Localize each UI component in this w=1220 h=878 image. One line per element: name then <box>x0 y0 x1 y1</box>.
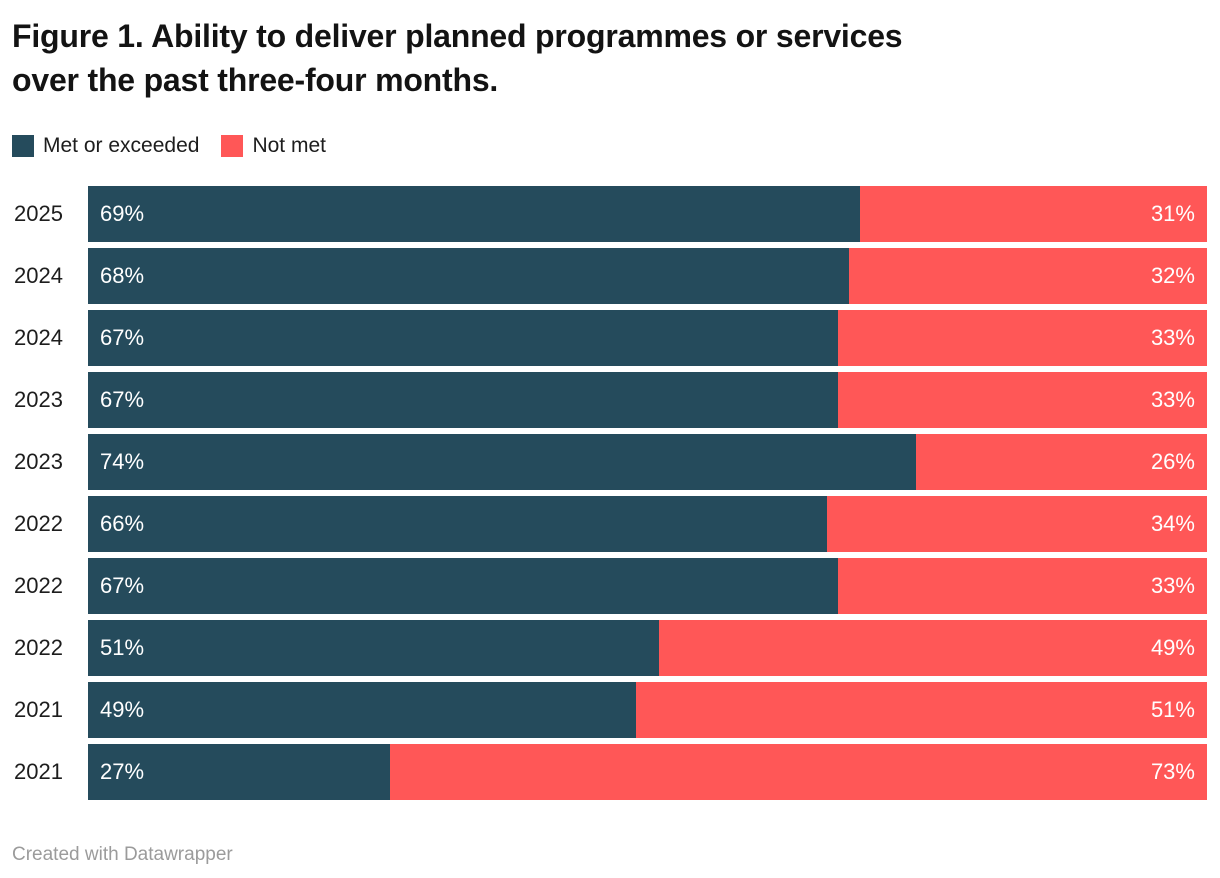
bar-track: 68% 32% <box>88 248 1207 304</box>
bar-track: 74% 26% <box>88 434 1207 490</box>
bar-segment-not-met: 33% <box>837 558 1207 614</box>
legend-swatch-met-icon <box>12 135 34 157</box>
bar-segment-met: 49% <box>88 682 637 738</box>
bar-value-label: 69% <box>100 201 145 226</box>
legend-item-not-met: Not met <box>221 134 326 158</box>
bar-value-label: 33% <box>1150 387 1195 412</box>
legend: Met or exceeded Not met <box>12 134 1207 158</box>
row-year-label: 2025 <box>14 201 63 226</box>
bar-segment-not-met: 26% <box>916 434 1207 490</box>
bar-value-label: 73% <box>1150 759 1195 784</box>
bar-row: 2021 49% 51% <box>12 682 1207 738</box>
bar-value-label: 49% <box>100 697 145 722</box>
bar-value-label: 33% <box>1150 573 1195 598</box>
bar-segment-not-met: 34% <box>826 496 1207 552</box>
bar-track: 27% 73% <box>88 744 1207 800</box>
bar-segment-met: 67% <box>88 372 838 428</box>
row-year-label: 2022 <box>14 573 63 598</box>
bar-track: 67% 33% <box>88 558 1207 614</box>
bar-row: 2023 74% 26% <box>12 434 1207 490</box>
bar-row: 2021 27% 73% <box>12 744 1207 800</box>
bar-track: 66% 34% <box>88 496 1207 552</box>
bar-value-label: 32% <box>1150 263 1195 288</box>
bar-row: 2024 68% 32% <box>12 248 1207 304</box>
bar-value-label: 34% <box>1150 511 1195 536</box>
bar-value-label: 27% <box>100 759 145 784</box>
bar-track: 67% 33% <box>88 372 1207 428</box>
legend-swatch-not-met-icon <box>221 135 244 157</box>
bar-value-label: 31% <box>1150 201 1195 226</box>
row-year-label: 2022 <box>14 511 63 536</box>
row-year-label: 2021 <box>14 759 63 784</box>
legend-label-met: Met or exceeded <box>43 134 200 157</box>
bar-value-label: 66% <box>100 511 145 536</box>
chart-title: Figure 1. Ability to deliver planned pro… <box>12 14 1207 102</box>
bar-value-label: 67% <box>100 573 145 598</box>
bar-segment-not-met: 31% <box>860 186 1207 242</box>
bar-value-label: 26% <box>1150 449 1195 474</box>
row-year-label: 2022 <box>14 635 63 660</box>
bar-value-label: 68% <box>100 263 145 288</box>
bar-value-label: 74% <box>100 449 145 474</box>
bar-segment-met: 67% <box>88 310 838 366</box>
bar-segment-not-met: 33% <box>837 310 1207 366</box>
bar-segment-not-met: 32% <box>848 248 1207 304</box>
bar-segment-met: 66% <box>88 496 827 552</box>
bar-segment-met: 68% <box>88 248 849 304</box>
bar-segment-not-met: 73% <box>390 744 1207 800</box>
bar-track: 51% 49% <box>88 620 1207 676</box>
bar-row: 2023 67% 33% <box>12 372 1207 428</box>
row-year-label: 2024 <box>14 325 63 350</box>
bar-row: 2022 51% 49% <box>12 620 1207 676</box>
bar-value-label: 67% <box>100 387 145 412</box>
bar-track: 49% 51% <box>88 682 1207 738</box>
bar-segment-met: 69% <box>88 186 861 242</box>
row-year-label: 2023 <box>14 449 63 474</box>
bar-segment-not-met: 33% <box>837 372 1207 428</box>
legend-item-met: Met or exceeded <box>12 134 199 158</box>
bar-row: 2025 69% 31% <box>12 186 1207 242</box>
bar-track: 67% 33% <box>88 310 1207 366</box>
bar-value-label: 51% <box>100 635 145 660</box>
bar-segment-met: 67% <box>88 558 838 614</box>
row-year-label: 2024 <box>14 263 63 288</box>
bar-value-label: 49% <box>1150 635 1195 660</box>
attribution: Created with Datawrapper <box>12 844 233 865</box>
bar-segment-not-met: 51% <box>636 682 1207 738</box>
bar-rows: 2025 69% 31% 2024 68% 32% 2024 67% 33% 2023 67% 33%… <box>12 186 1207 800</box>
row-year-label: 2023 <box>14 387 63 412</box>
legend-label-not-met: Not met <box>252 134 326 157</box>
chart-title-line1: Figure 1. Ability to deliver planned pro… <box>12 18 903 54</box>
bar-segment-met: 51% <box>88 620 659 676</box>
bar-segment-met: 74% <box>88 434 917 490</box>
bar-track: 69% 31% <box>88 186 1207 242</box>
bar-value-label: 67% <box>100 325 145 350</box>
bar-row: 2024 67% 33% <box>12 310 1207 366</box>
bar-row: 2022 67% 33% <box>12 558 1207 614</box>
bar-segment-not-met: 49% <box>658 620 1207 676</box>
chart-title-line2: over the past three-four months. <box>12 62 499 98</box>
bar-value-label: 51% <box>1150 697 1195 722</box>
bar-value-label: 33% <box>1150 325 1195 350</box>
row-year-label: 2021 <box>14 697 63 722</box>
bar-segment-met: 27% <box>88 744 391 800</box>
bar-row: 2022 66% 34% <box>12 496 1207 552</box>
